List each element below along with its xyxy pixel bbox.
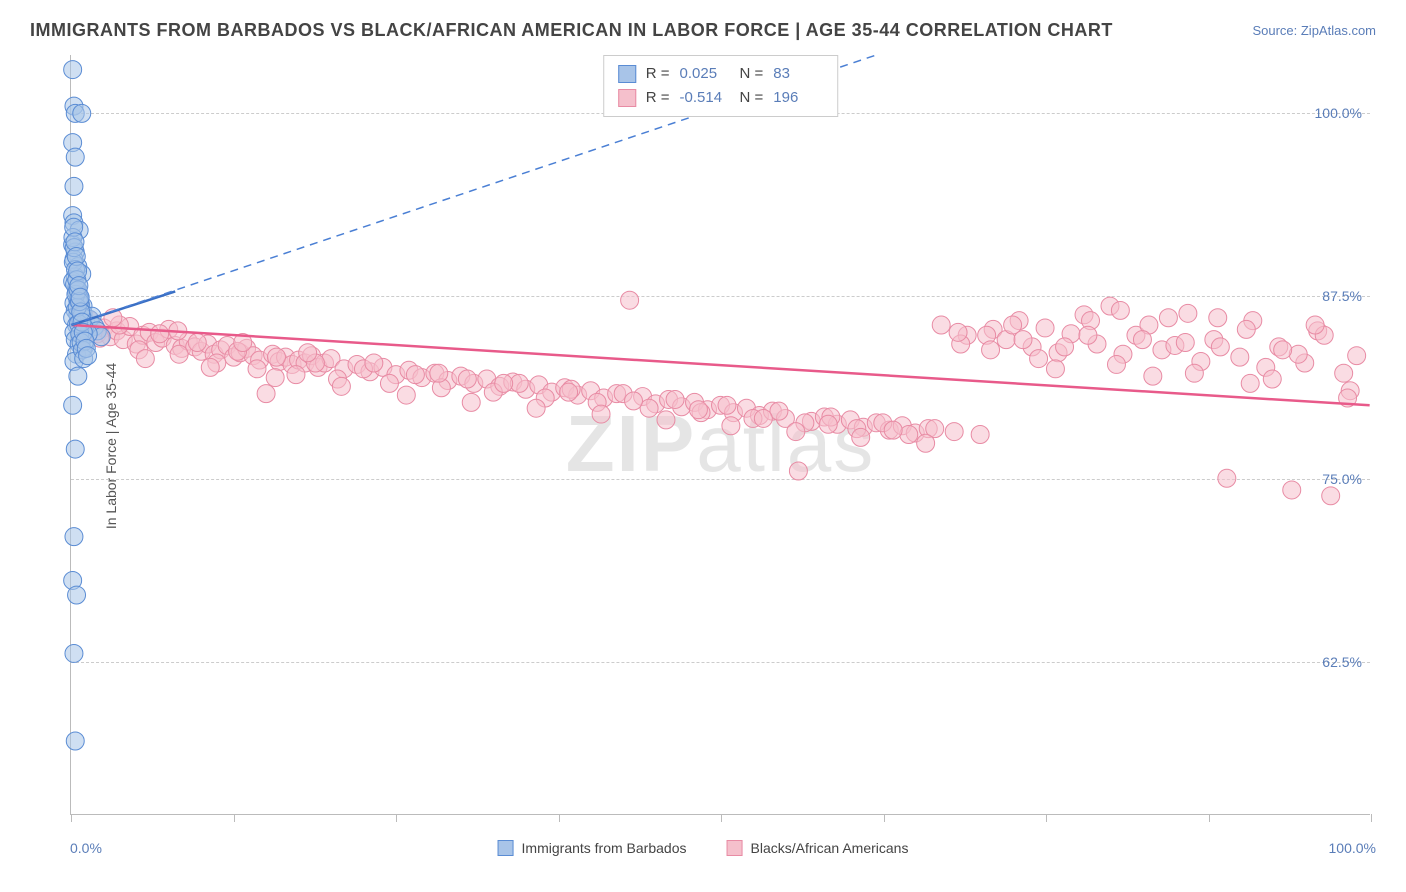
blue-swatch-icon	[618, 65, 636, 83]
legend-item-pink: Blacks/African Americans	[727, 840, 909, 856]
x-tick	[721, 814, 722, 822]
x-tick	[1371, 814, 1372, 822]
legend-bottom: Immigrants from Barbados Blacks/African …	[498, 840, 909, 856]
source-label: Source: ZipAtlas.com	[1252, 23, 1376, 38]
legend-label-pink: Blacks/African Americans	[751, 840, 909, 856]
x-tick	[559, 814, 560, 822]
x-tick	[71, 814, 72, 822]
x-tick	[1046, 814, 1047, 822]
x-tick	[234, 814, 235, 822]
scatter-svg	[71, 55, 1370, 814]
pink-legend-swatch-icon	[727, 840, 743, 856]
x-tick	[396, 814, 397, 822]
stats-legend-box: R = 0.025 N = 83 R = -0.514 N = 196	[603, 55, 839, 117]
x-tick	[1209, 814, 1210, 822]
legend-item-blue: Immigrants from Barbados	[498, 840, 687, 856]
x-tick	[884, 814, 885, 822]
plot-area: ZIPatlas R = 0.025 N = 83 R = -0.514 N =…	[70, 55, 1370, 815]
chart-title: IMMIGRANTS FROM BARBADOS VS BLACK/AFRICA…	[30, 20, 1113, 41]
stats-row-pink: R = -0.514 N = 196	[618, 86, 824, 110]
pink-swatch-icon	[618, 89, 636, 107]
stats-row-blue: R = 0.025 N = 83	[618, 62, 824, 86]
x-min-label: 0.0%	[70, 840, 102, 856]
legend-label-blue: Immigrants from Barbados	[522, 840, 687, 856]
blue-legend-swatch-icon	[498, 840, 514, 856]
x-max-label: 100.0%	[1329, 840, 1376, 856]
